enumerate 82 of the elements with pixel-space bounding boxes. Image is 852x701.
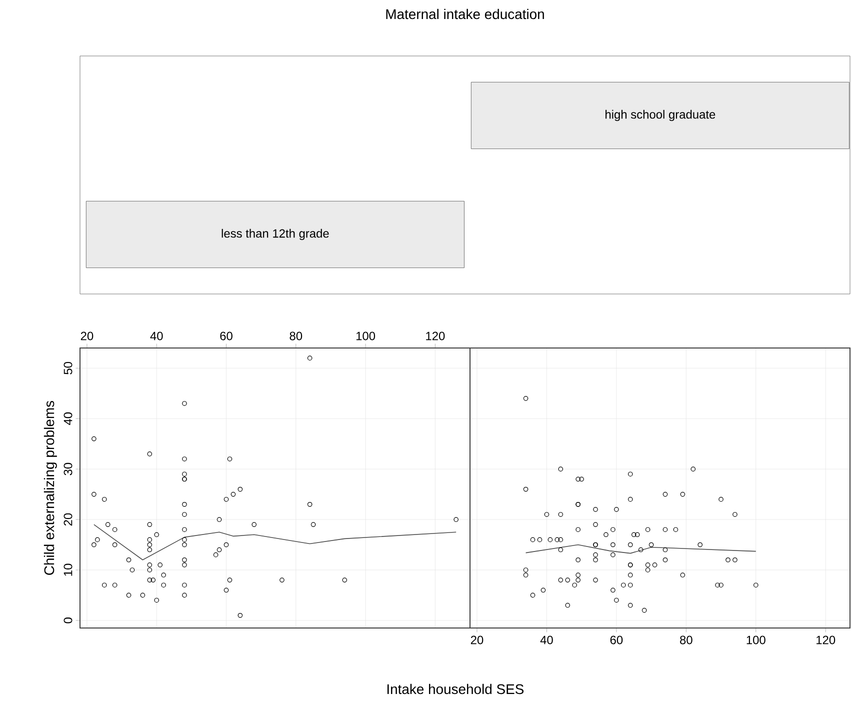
y-axis-title: Child externalizing problems [44, 400, 57, 575]
text: Maternal intake education [386, 8, 544, 20]
point [92, 436, 96, 442]
point [126, 592, 132, 598]
x-tick-label: 100 [746, 636, 766, 644]
x-tick-label: 80 [290, 332, 302, 340]
point [182, 527, 187, 532]
point [454, 517, 458, 522]
point [147, 562, 152, 568]
x-tick-label: 120 [426, 332, 445, 340]
category-label: less than 12th grade [222, 228, 329, 240]
point [161, 582, 166, 588]
point [92, 542, 96, 548]
point [182, 582, 187, 588]
point [102, 582, 107, 588]
x-tick-label: 40 [150, 332, 163, 340]
point [216, 517, 222, 522]
x-tick-label: 40 [540, 636, 553, 644]
point [105, 522, 110, 527]
point [230, 492, 236, 497]
x-tick-label: 20 [80, 332, 94, 340]
point [238, 612, 243, 618]
point [147, 522, 152, 527]
x-tick-label: 100 [356, 332, 376, 340]
point [307, 356, 312, 360]
y-tick-label: 30 [64, 462, 72, 476]
line-series [94, 524, 456, 560]
point [147, 578, 152, 582]
point [238, 486, 243, 492]
point [147, 547, 152, 552]
point [224, 588, 229, 593]
y-tick-label: 40 [64, 412, 72, 425]
point [227, 578, 232, 582]
x-axis-title: Intake household SES [387, 684, 524, 694]
point [224, 496, 229, 502]
point [182, 592, 187, 598]
point [147, 568, 152, 572]
point [147, 452, 152, 456]
point [342, 578, 348, 582]
point [182, 542, 187, 548]
point [150, 578, 156, 582]
point [182, 537, 187, 542]
point [112, 542, 118, 548]
point [92, 492, 96, 497]
category-label: high school graduate [606, 110, 716, 122]
point [126, 557, 132, 562]
point [161, 572, 166, 578]
y-tick-label: 0 [64, 618, 72, 624]
point [227, 456, 232, 462]
point [182, 562, 187, 568]
x-tick-label: 60 [220, 332, 232, 340]
point [112, 527, 118, 532]
point [154, 598, 160, 603]
point [224, 542, 229, 548]
point [182, 472, 187, 477]
x-tick-label: 120 [816, 636, 836, 644]
point [213, 552, 218, 558]
point [158, 562, 162, 568]
point [112, 582, 118, 588]
y-tick-label: 20 [64, 513, 72, 526]
point [95, 537, 100, 542]
point [147, 542, 152, 548]
x-tick-label: 60 [610, 636, 623, 644]
point [182, 502, 187, 507]
point [147, 537, 152, 542]
point [310, 522, 316, 527]
y-tick-label: 10 [64, 564, 72, 576]
y-tick-label: 50 [64, 362, 72, 374]
point [307, 502, 312, 507]
point [252, 522, 257, 527]
point [154, 532, 160, 538]
point [140, 592, 146, 598]
point [216, 547, 222, 552]
point [182, 557, 187, 562]
point [182, 512, 187, 517]
x-tick-label: 80 [680, 636, 692, 644]
point [280, 578, 284, 582]
point [130, 568, 135, 572]
point [182, 401, 187, 406]
x-tick-label: 20 [470, 636, 484, 644]
point [102, 496, 107, 502]
point [182, 456, 187, 462]
